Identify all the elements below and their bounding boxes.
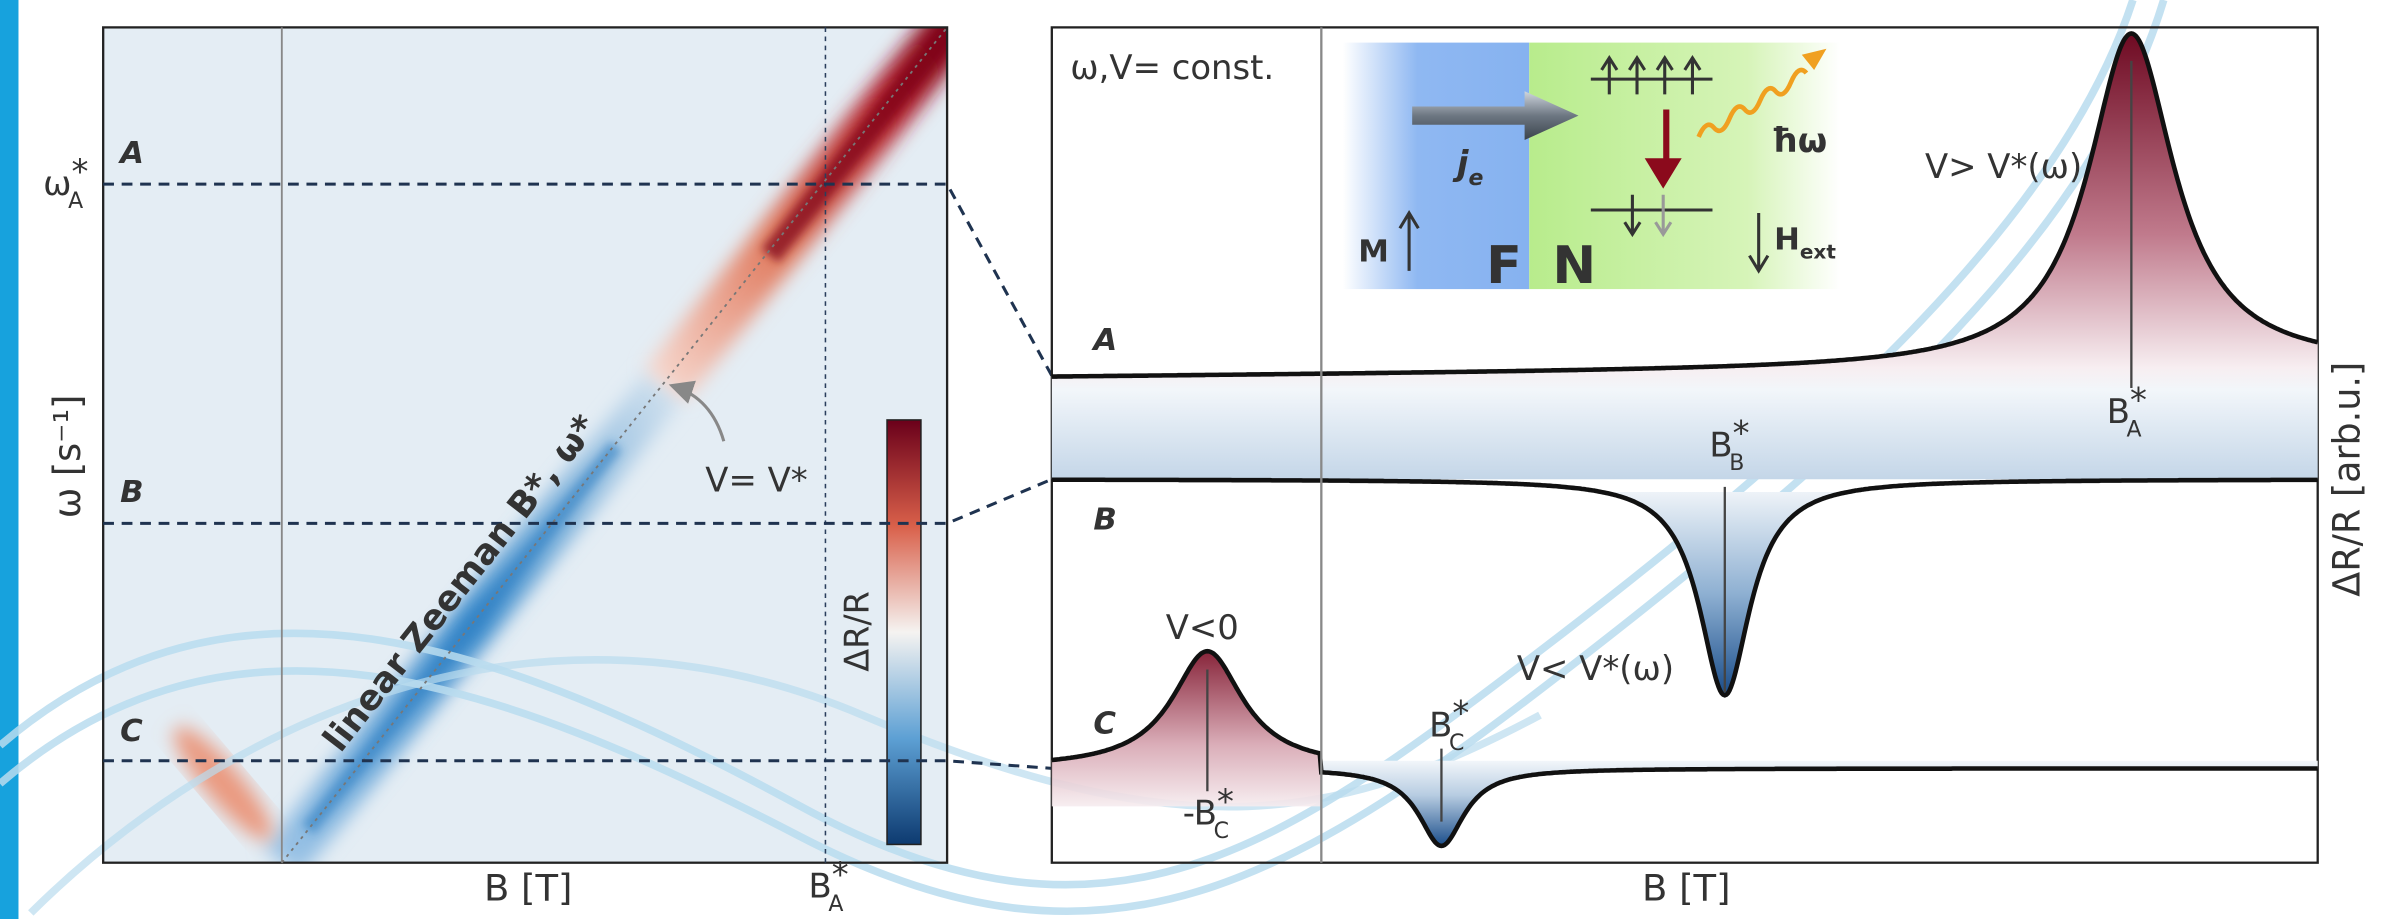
- arrow-label: V= V*: [705, 461, 807, 500]
- bb-dip-label-sup: *: [1733, 414, 1750, 453]
- heatmap: [103, 0, 985, 863]
- y-axis-label: ΔR/R [arb.u.]: [2325, 362, 2368, 597]
- figure: ω*AABCω [s⁻¹]B [T]B*Alinear Zeeman B*, ω…: [0, 0, 2387, 919]
- row-label: B: [120, 475, 143, 510]
- x-axis-label: B [T]: [484, 867, 572, 910]
- colorbar-label: ΔR/R: [837, 591, 876, 672]
- magnetization-label: M: [1358, 235, 1389, 270]
- photon-label: ħω: [1771, 121, 1827, 160]
- condition-b-label: V< V*(ω): [1517, 649, 1674, 688]
- bc-dip-label-sub: C: [1449, 731, 1464, 756]
- ba-label: B*A: [809, 855, 849, 917]
- row-label: A: [1091, 323, 1117, 358]
- ba-peak-label-sup: *: [2130, 380, 2147, 419]
- condition-a-label: V> V*(ω): [1925, 147, 2082, 186]
- omega-a-label-sub: A: [68, 189, 83, 214]
- bb-dip-label-sub: B: [1729, 451, 1744, 476]
- field-label-sub: ext: [1800, 241, 1837, 264]
- colorbar: [887, 420, 921, 845]
- bc-dip-label-sup: *: [1452, 694, 1469, 733]
- minus-bc-label-base: -B: [1183, 794, 1217, 833]
- row-label: C: [120, 714, 143, 749]
- ba-label-sup: *: [832, 855, 849, 894]
- ba-label-sub: A: [828, 892, 843, 917]
- omega-a-label-sup: *: [71, 152, 88, 191]
- condition-label: ω,V= const.: [1070, 48, 1274, 87]
- minus-bc-label-sub: C: [1214, 819, 1229, 844]
- row-label: C: [1093, 707, 1116, 742]
- bc-dip-label: B*C: [1429, 694, 1469, 756]
- y-axis-label: ω [s⁻¹]: [46, 395, 89, 519]
- ferromagnet-label: F: [1486, 236, 1522, 296]
- x-axis-label: B [T]: [1642, 867, 1730, 910]
- field-label-base: H: [1774, 223, 1800, 258]
- current-label-sub: e: [1468, 166, 1483, 191]
- minus-bc-label-sup: *: [1217, 782, 1234, 821]
- normal-metal-label: N: [1552, 236, 1596, 296]
- condition-c-label: V<0: [1166, 608, 1239, 647]
- omega-a-label: ω*A: [43, 152, 88, 214]
- row-label: B: [1093, 503, 1116, 538]
- ba-peak-label-sub: A: [2127, 417, 2142, 442]
- row-label: A: [118, 136, 144, 171]
